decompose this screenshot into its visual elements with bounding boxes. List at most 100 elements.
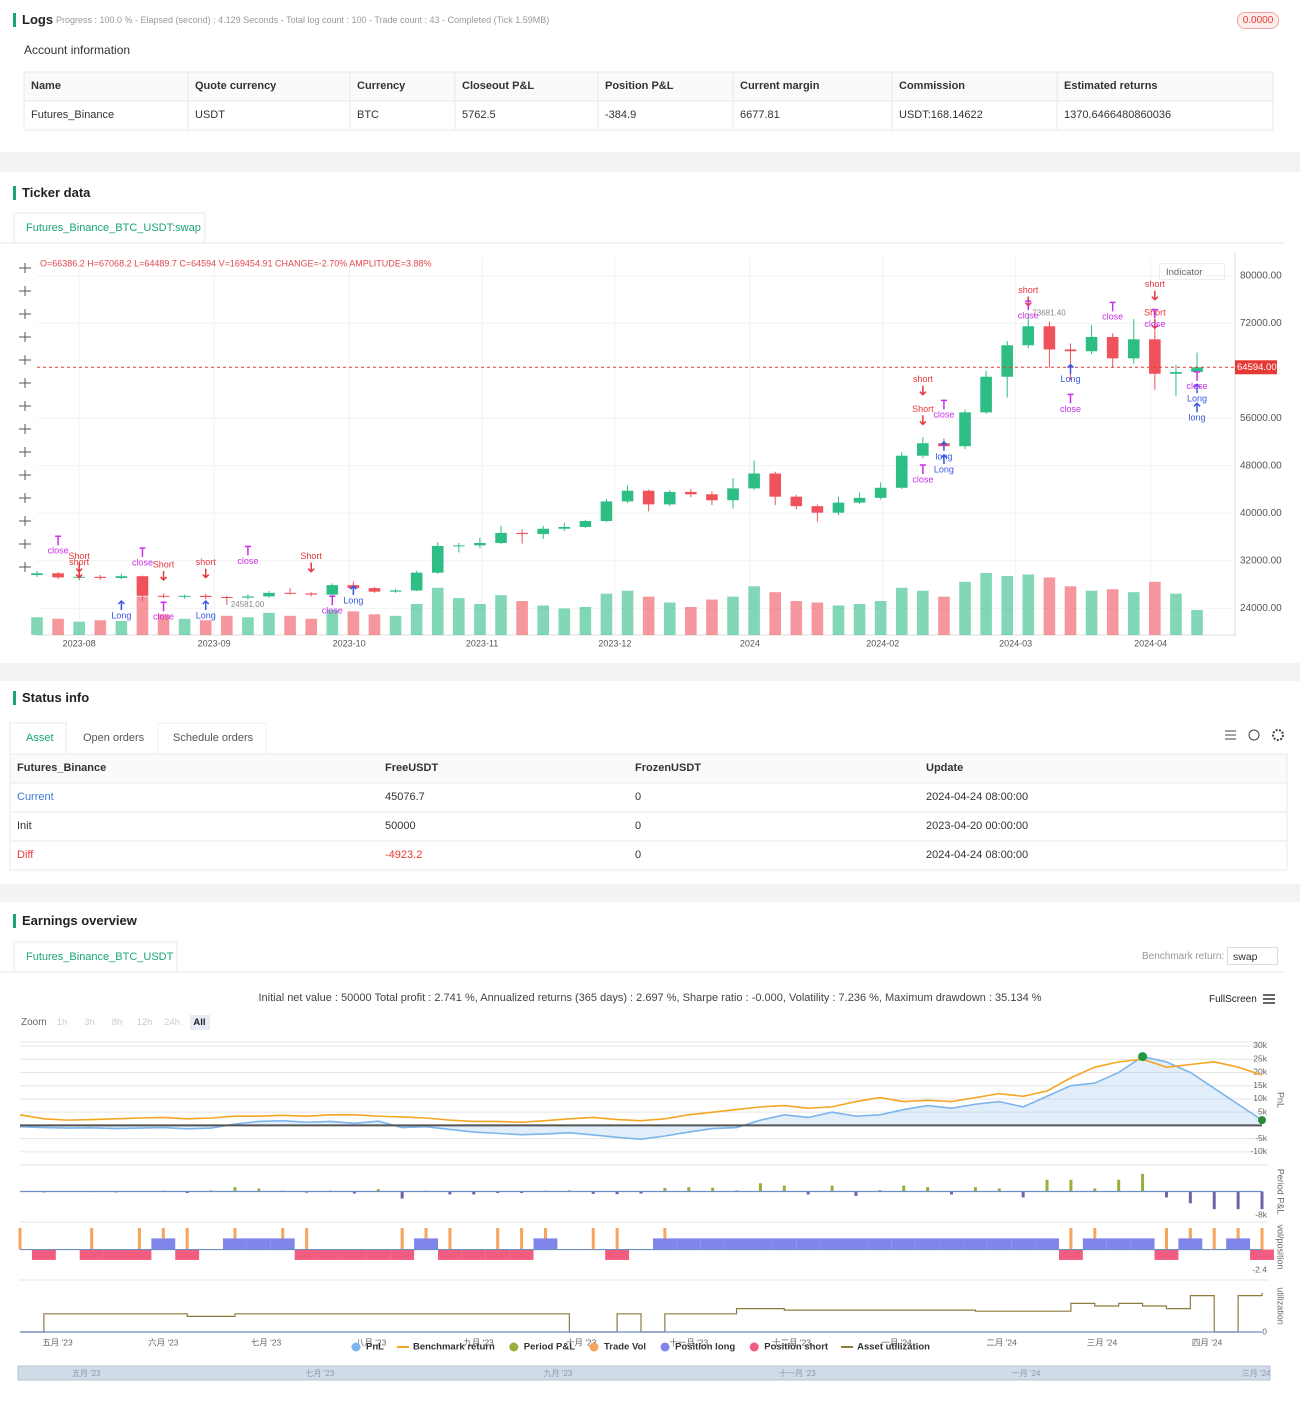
benchmark-label: Benchmark return: [1142, 951, 1225, 962]
settings-icon [1272, 729, 1284, 741]
volume-bar [769, 592, 782, 635]
series-bar [1069, 1179, 1073, 1192]
zoom-button[interactable]: All [189, 1015, 210, 1030]
signal-arrow [919, 415, 927, 426]
tab[interactable]: Schedule orders [173, 732, 254, 744]
x-tick-label: 九月 '23 [463, 1337, 494, 1347]
series-bar [185, 1228, 189, 1250]
menu-icon [1263, 994, 1275, 1004]
tab[interactable]: Futures_Binance_BTC_USDT:swap [26, 222, 201, 234]
candle-body [727, 488, 739, 501]
volume-bar [199, 620, 212, 635]
candle-body [305, 593, 317, 595]
zoom-button[interactable]: 3h [84, 1017, 95, 1028]
volume-bar [959, 581, 971, 635]
table-cell: 0 [635, 790, 642, 803]
volume-bar [685, 606, 697, 635]
series-bar [472, 1191, 476, 1195]
series-bar [414, 1238, 438, 1250]
signal-label: Long [111, 610, 131, 620]
candle-body [558, 526, 571, 529]
fullscreen-button[interactable]: FullScreen [1209, 994, 1257, 1005]
series-bar [1069, 1228, 1073, 1250]
table-header-cell: Estimated returns [1064, 79, 1158, 92]
zoom-button[interactable]: 12h [136, 1017, 153, 1028]
x-tick-label: 2024 [740, 638, 760, 648]
volume-bar [748, 586, 760, 635]
table-header-cell: Currency [357, 79, 406, 92]
series-bar [605, 1249, 630, 1260]
series-bar [246, 1238, 271, 1250]
y-axis-title: utilization [1276, 1287, 1286, 1325]
series-bar [639, 1191, 643, 1194]
series-bar [1250, 1249, 1274, 1260]
volume-bar [178, 618, 191, 635]
menu-icon [1225, 730, 1236, 740]
toolbar-icon [19, 493, 31, 503]
toolbar-icon [19, 447, 31, 457]
series-bar [533, 1238, 558, 1250]
signal-label: long [1189, 413, 1206, 423]
volume-bar [727, 596, 739, 635]
volume-bar [558, 608, 571, 635]
y-tick-label: -10k [1250, 1146, 1267, 1156]
series-bar [1154, 1249, 1179, 1260]
table-cell: 45076.7 [385, 790, 425, 803]
series-bar [137, 1228, 141, 1250]
candle-body [959, 412, 971, 447]
toolbar-icon [19, 539, 31, 549]
section-separator [0, 884, 1300, 902]
x-tick-label: 2024-03 [999, 638, 1032, 648]
toolbar-icon [19, 309, 31, 319]
x-tick-label: 2024-02 [866, 638, 899, 648]
signal-arrow [1151, 290, 1159, 301]
tab[interactable]: Open orders [83, 732, 145, 744]
series-bar [520, 1191, 524, 1193]
series-bar [939, 1238, 964, 1250]
navigator-label: 七月 '23 [306, 1369, 335, 1378]
toolbar-icon [19, 355, 31, 365]
x-tick-label: 十一月 '23 [669, 1337, 708, 1347]
zoom-button[interactable]: 8h [111, 1017, 123, 1028]
candle-body [537, 528, 549, 535]
volume-bar [31, 617, 43, 635]
benchmark-select[interactable]: swap [1227, 947, 1278, 965]
series-bar [103, 1249, 128, 1260]
last-price-label: 64594.00 [1237, 362, 1277, 373]
candle-body [1170, 371, 1182, 374]
tab[interactable]: Asset [26, 732, 54, 744]
x-tick-label: 2023-08 [63, 638, 96, 648]
signal-label: close [1187, 381, 1208, 391]
table-header-cell: FrozenUSDT [635, 761, 701, 774]
tab[interactable]: Futures_Binance_BTC_USDT [26, 951, 174, 963]
candle-body [242, 596, 254, 598]
zoom-button[interactable]: 24h [164, 1017, 180, 1028]
signal-label: short [913, 374, 934, 384]
section-title: Ticker data [22, 185, 91, 200]
max-marker [1138, 1052, 1148, 1062]
candle-body [663, 491, 676, 505]
candle-body [980, 376, 992, 413]
series-bar [1011, 1238, 1036, 1250]
signal-label: close [933, 410, 954, 420]
table-cell: -4923.2 [385, 848, 423, 861]
series-bar [448, 1191, 452, 1195]
series-bar [963, 1238, 988, 1250]
x-tick-label: 2024-04 [1134, 638, 1167, 648]
zoom-button[interactable]: 1h [56, 1017, 68, 1028]
navigator-label: 十一月 '23 [779, 1368, 816, 1378]
ohlc-info: O=66386.2 H=67068.2 L=64489.7 C=64594 V=… [40, 258, 432, 268]
series-bar [90, 1228, 94, 1250]
summary: Initial net value : 50000 Total profit :… [258, 992, 1042, 1004]
signal-arrow [1193, 383, 1201, 394]
end-marker [1258, 1116, 1266, 1125]
candle-body [1043, 326, 1056, 350]
signal-label: long [935, 451, 952, 461]
table-cell: Diff [17, 848, 34, 861]
volume-bar [516, 601, 528, 635]
indicator-button[interactable]: Indicator [1159, 263, 1225, 280]
series-bar [902, 1185, 906, 1192]
y-tick-label: 10k [1253, 1093, 1267, 1103]
series-bar [79, 1249, 104, 1260]
